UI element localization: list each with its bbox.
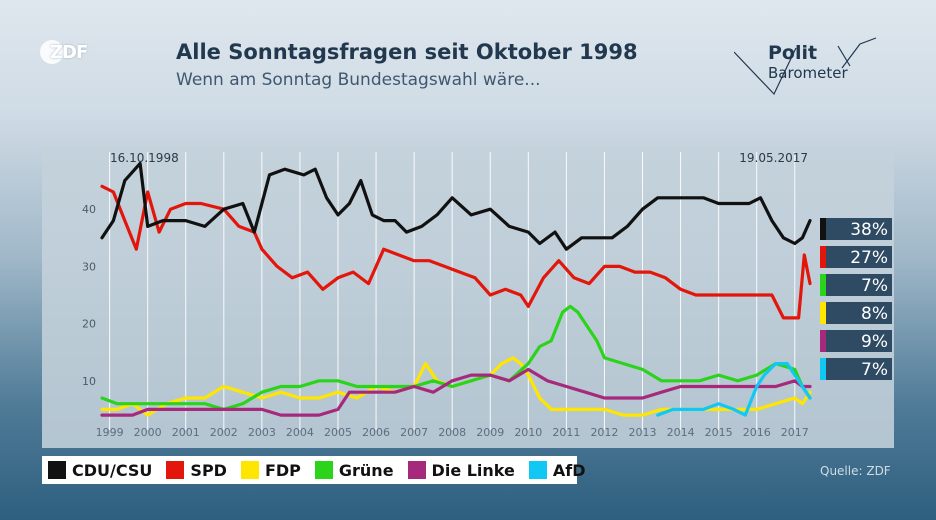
end-label-box — [820, 274, 892, 296]
x-tick-label: 2017 — [781, 426, 809, 439]
legend-swatch — [314, 461, 333, 479]
chart-title: Alle Sonntagsfragen seit Oktober 1998 — [176, 40, 638, 64]
politbarometer-logo-lines — [733, 37, 877, 96]
y-tick-label: 30 — [82, 260, 96, 273]
end-label-swatch — [820, 274, 826, 296]
brand-barometer: Barometer — [768, 64, 848, 82]
series-line-afd — [656, 362, 812, 417]
legend-label: Die Linke — [431, 460, 515, 480]
zdf-logo-circle — [40, 40, 64, 64]
brand-polit: Polit — [768, 42, 818, 64]
legend-label: CDU/CSU — [72, 460, 153, 480]
end-label-box — [820, 218, 892, 240]
legend-swatch — [166, 461, 185, 479]
end-label-swatch — [820, 302, 826, 324]
zdf-logo: ZDF — [40, 38, 102, 66]
x-tick-label: 2007 — [400, 426, 428, 439]
x-tick-label: 2004 — [286, 426, 314, 439]
end-label-value: 9% — [861, 332, 888, 352]
legend-item: SPD — [166, 461, 227, 480]
legend-swatch — [240, 461, 259, 479]
end-label-value: 7% — [861, 360, 888, 380]
legend-label: FDP — [264, 460, 301, 480]
end-label-box — [820, 246, 892, 268]
zdf-logo-text: ZDF — [50, 42, 88, 63]
x-tick-label: 2011 — [552, 426, 580, 439]
end-label-value: 38% — [850, 220, 888, 240]
legend-label: SPD — [190, 460, 227, 480]
end-label-swatch — [820, 246, 826, 268]
end-label-swatch — [820, 358, 826, 380]
legend: CDU/CSU SPD FDP Grüne Die Linke AfD — [42, 456, 586, 484]
end-label-box — [820, 358, 892, 380]
series-line-cdu-csu — [100, 161, 812, 251]
x-tick-label: 2000 — [134, 426, 162, 439]
chart-subtitle: Wenn am Sonntag Bundestagswahl wäre... — [176, 70, 541, 90]
end-label-box — [820, 302, 892, 324]
end-label-value: 8% — [861, 304, 888, 324]
legend-item: CDU/CSU — [48, 461, 152, 480]
x-tick-label: 2006 — [362, 426, 390, 439]
x-tick-label: 2014 — [667, 426, 695, 439]
x-tick-label: 2005 — [324, 426, 352, 439]
x-tick-label: 2003 — [248, 426, 276, 439]
x-tick-label: 2016 — [743, 426, 771, 439]
x-tick-label: 2013 — [629, 426, 657, 439]
source-label: Quelle: ZDF — [820, 464, 891, 478]
x-tick-label: 2009 — [476, 426, 504, 439]
legend-label: AfD — [552, 460, 586, 480]
y-tick-label: 10 — [82, 375, 96, 388]
x-tick-label: 2001 — [172, 426, 200, 439]
legend-item: FDP — [240, 460, 301, 480]
legend-item: Grüne — [314, 460, 394, 480]
end-label-swatch — [820, 218, 826, 240]
end-label-value: 27% — [850, 248, 888, 268]
chart-panel: 10 20 30 40 1999 2000 2001 2002 2003 2004 2005 200… — [42, 146, 894, 448]
legend-item: AfD — [528, 460, 586, 480]
legend-item: Die Linke — [407, 460, 515, 480]
end-label-swatch — [820, 330, 826, 352]
legend-label: Grüne — [338, 460, 394, 480]
end-label-value: 7% — [861, 276, 888, 296]
series-line-spd — [100, 184, 812, 320]
x-tick-label: 2010 — [514, 426, 542, 439]
x-tick-label: 2015 — [705, 426, 733, 439]
x-tick-label: 2012 — [590, 426, 618, 439]
start-date-label: 16.10.1998 — [110, 151, 179, 165]
legend-swatch — [48, 461, 66, 479]
x-tick-label: 2002 — [210, 426, 238, 439]
legend-swatch — [407, 461, 426, 479]
line-chart: 10 20 30 40 1999 2000 2001 2002 2003 2004 2005 200… — [82, 151, 892, 439]
end-label-box — [820, 330, 892, 352]
end-date-label: 19.05.2017 — [739, 151, 808, 165]
y-tick-label: 20 — [82, 318, 96, 331]
series-line-die-linke — [100, 367, 812, 417]
x-tick-label: 1999 — [96, 426, 124, 439]
legend-swatch — [528, 461, 547, 479]
y-tick-label: 40 — [82, 203, 96, 216]
x-tick-label: 2008 — [438, 426, 466, 439]
politbarometer-logo: Polit Barometer — [733, 34, 884, 98]
series-line-grüne — [100, 304, 812, 411]
